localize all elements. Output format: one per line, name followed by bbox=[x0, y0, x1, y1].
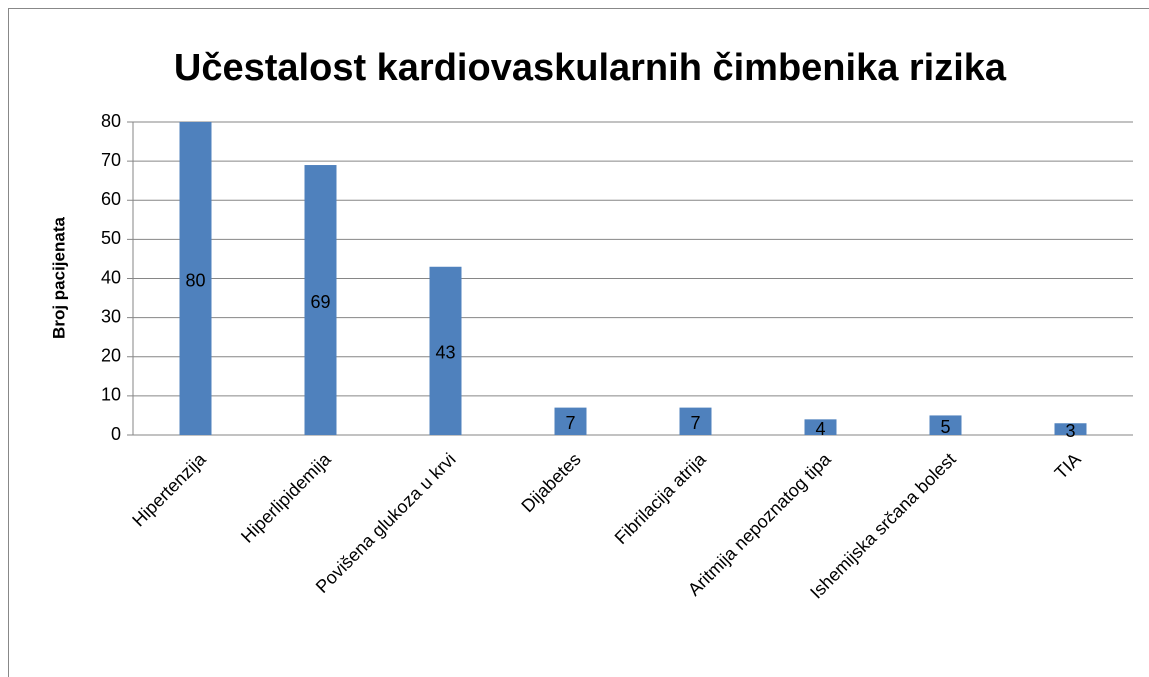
y-tick-label: 30 bbox=[101, 306, 121, 326]
data-label: 4 bbox=[815, 419, 825, 439]
bar bbox=[304, 165, 337, 435]
bar bbox=[804, 419, 837, 435]
y-tick-label: 80 bbox=[101, 111, 121, 131]
y-axis-label: Broj pacijenata bbox=[49, 217, 68, 339]
y-tick-label: 10 bbox=[101, 385, 121, 405]
y-tick-label: 50 bbox=[101, 228, 121, 248]
bar bbox=[679, 407, 712, 435]
bar bbox=[554, 407, 587, 435]
data-label: 7 bbox=[690, 413, 700, 433]
bar bbox=[179, 122, 212, 435]
data-label: 80 bbox=[185, 270, 205, 290]
data-label: 5 bbox=[940, 417, 950, 437]
data-label: 7 bbox=[565, 413, 575, 433]
y-tick-label: 60 bbox=[101, 189, 121, 209]
y-tick-label: 40 bbox=[101, 267, 121, 287]
y-tick-label: 20 bbox=[101, 346, 121, 366]
y-tick-label: 70 bbox=[101, 150, 121, 170]
bar bbox=[929, 415, 962, 435]
chart-title: Učestalost kardiovaskularnih čimbenika r… bbox=[174, 47, 1007, 89]
bar bbox=[1054, 423, 1087, 435]
data-label: 69 bbox=[310, 292, 330, 312]
bar bbox=[429, 266, 462, 435]
y-tick-label: 0 bbox=[111, 424, 121, 444]
data-label: 3 bbox=[1065, 421, 1075, 441]
data-label: 43 bbox=[435, 343, 455, 363]
